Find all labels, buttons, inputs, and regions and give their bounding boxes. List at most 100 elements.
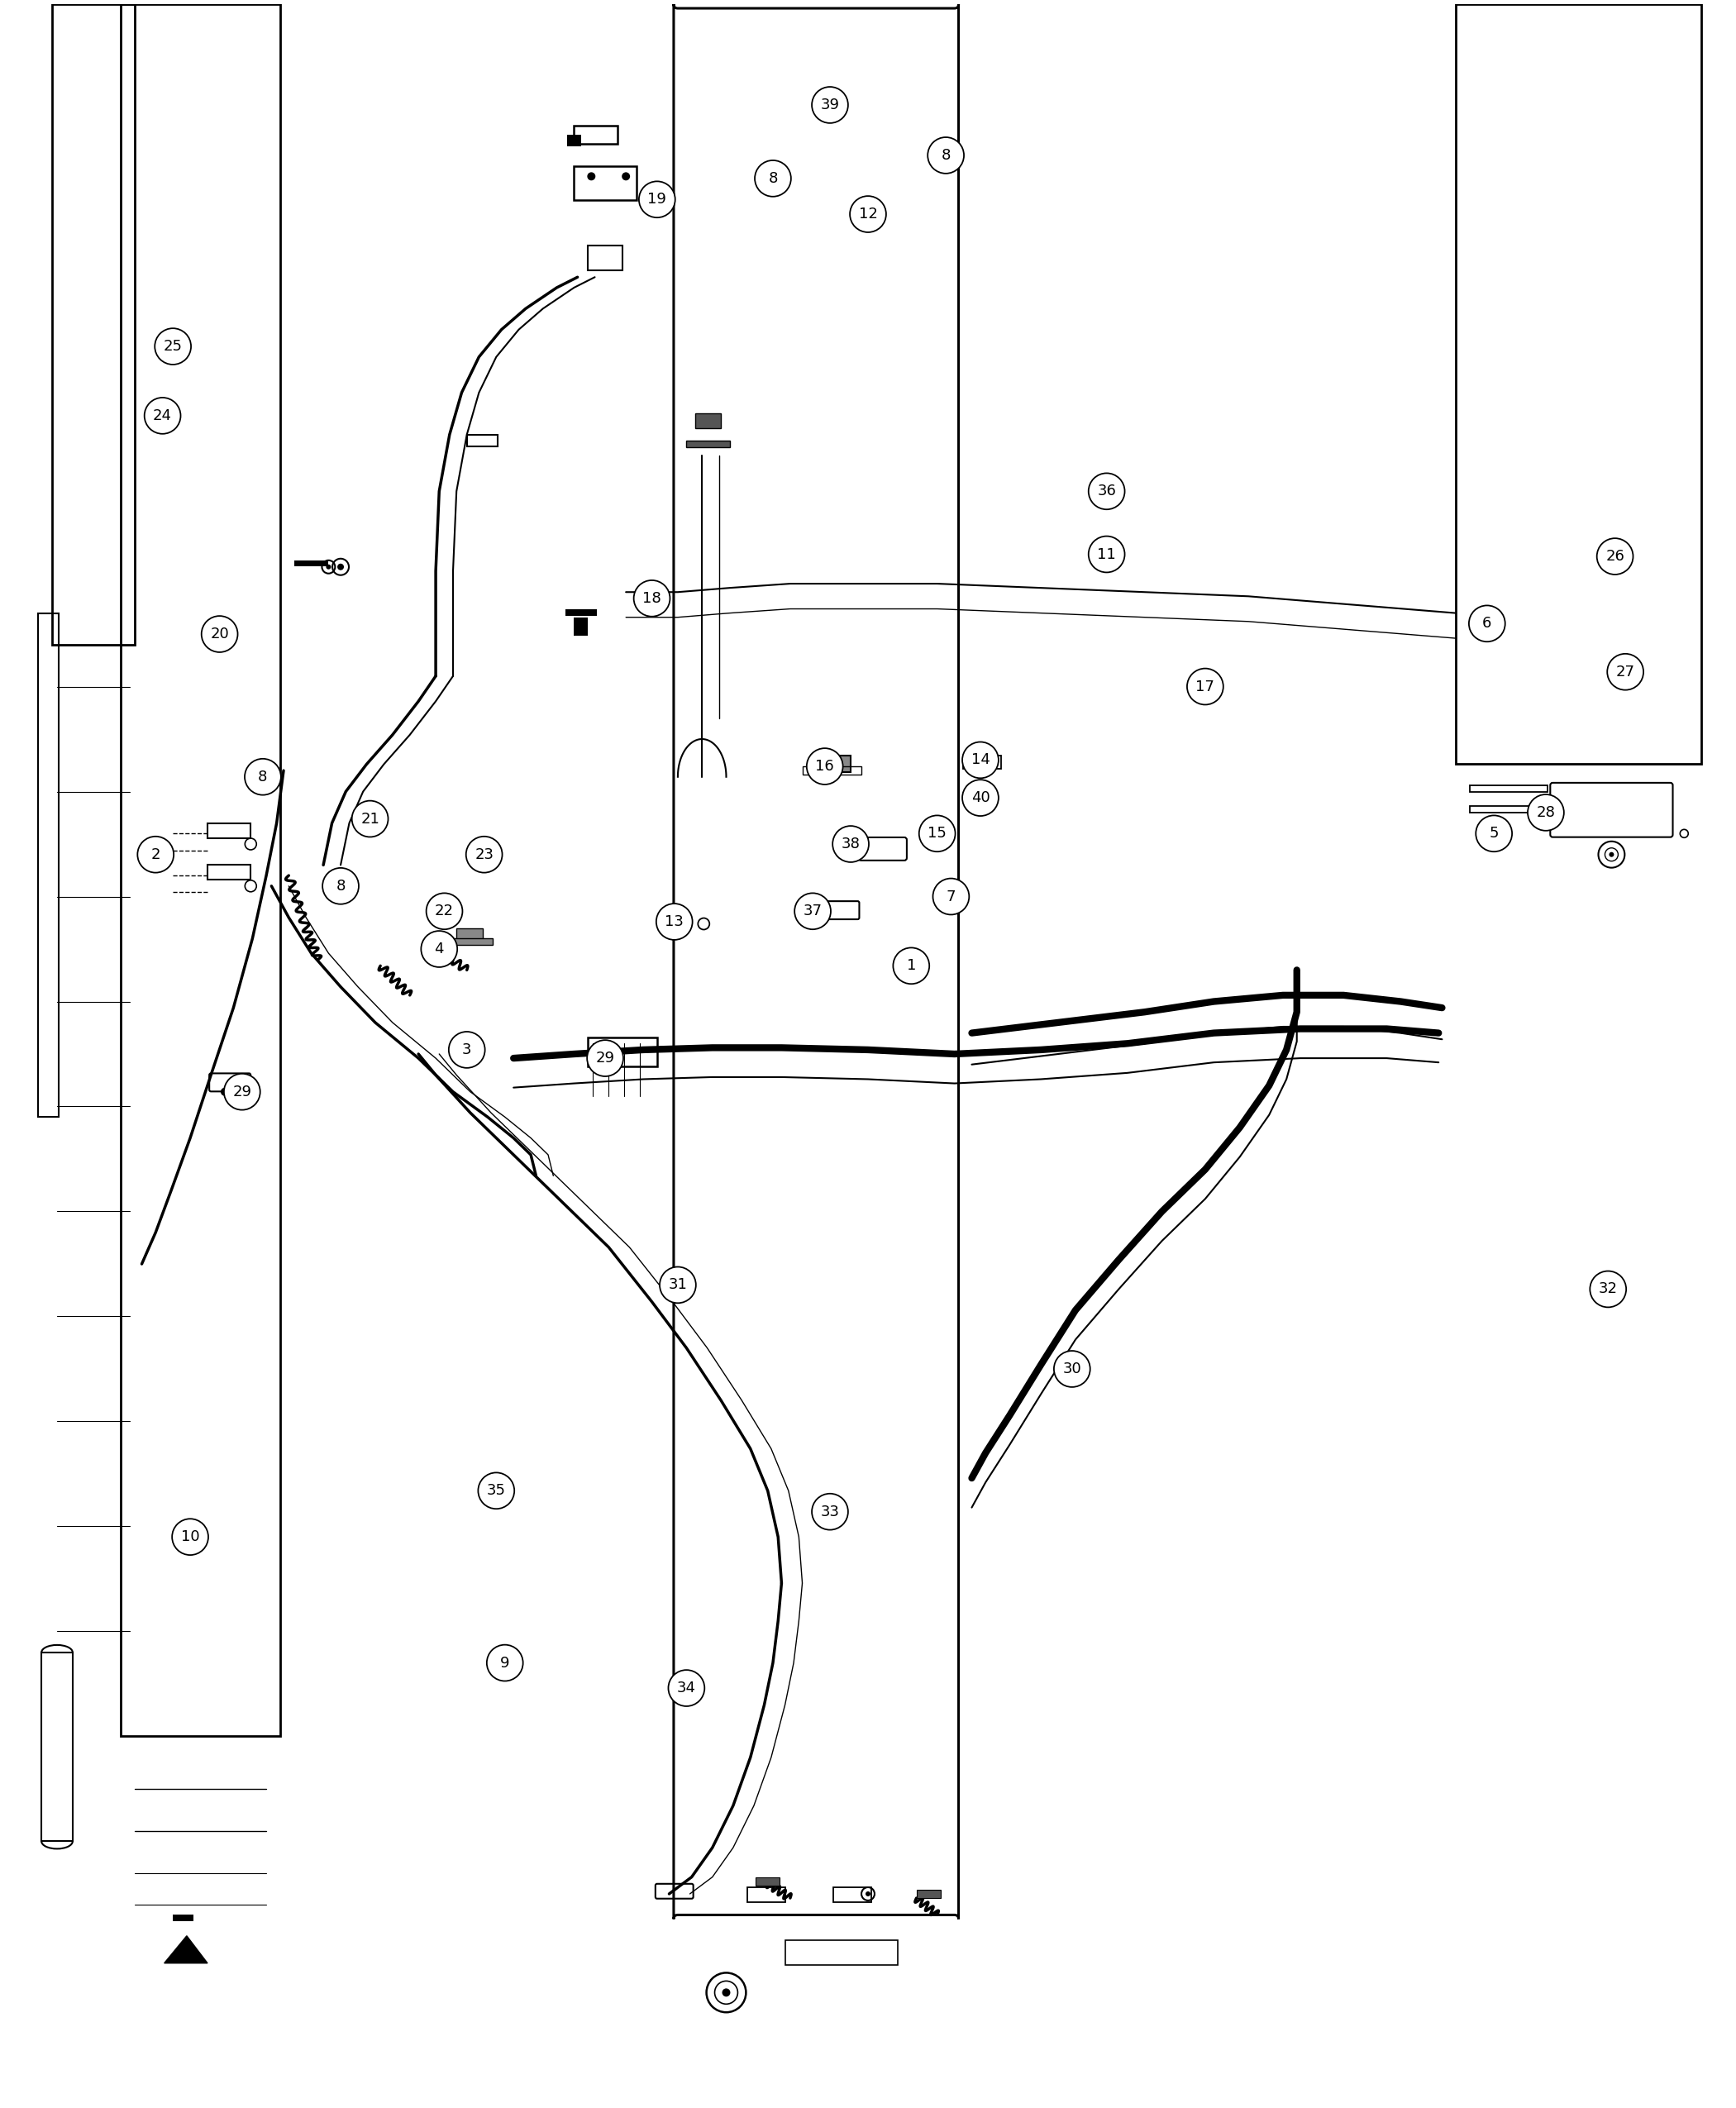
Circle shape (755, 160, 792, 196)
Circle shape (201, 616, 238, 651)
Circle shape (1609, 852, 1614, 858)
Circle shape (352, 801, 389, 837)
Circle shape (660, 1267, 696, 1303)
Circle shape (851, 196, 885, 232)
Circle shape (1054, 1351, 1090, 1387)
Circle shape (807, 748, 844, 784)
Circle shape (812, 86, 849, 122)
Bar (755, 1876, 779, 1885)
Text: 9: 9 (500, 1655, 510, 1670)
Bar (52, 4, 135, 645)
Circle shape (427, 894, 462, 930)
Text: 14: 14 (970, 753, 990, 767)
Circle shape (722, 1988, 731, 1996)
Circle shape (668, 1670, 705, 1705)
Circle shape (587, 1039, 623, 1077)
Bar (963, 757, 1002, 769)
Text: 21: 21 (361, 812, 380, 826)
Bar (575, 618, 589, 635)
Circle shape (1469, 605, 1505, 641)
Text: 22: 22 (434, 904, 453, 919)
Bar (208, 864, 250, 879)
Bar (833, 1887, 871, 1901)
Text: 25: 25 (163, 339, 182, 354)
Text: 29: 29 (233, 1084, 252, 1098)
Bar (802, 767, 861, 774)
Text: 27: 27 (1616, 664, 1635, 679)
Text: 39: 39 (821, 97, 840, 112)
Text: 31: 31 (668, 1277, 687, 1292)
Circle shape (962, 742, 998, 778)
Text: 8: 8 (337, 879, 345, 894)
Bar (785, 1939, 898, 1965)
Circle shape (1088, 472, 1125, 510)
Text: 5: 5 (1489, 826, 1498, 841)
Circle shape (477, 1473, 514, 1509)
Circle shape (587, 173, 595, 181)
Text: 26: 26 (1606, 548, 1625, 563)
Circle shape (224, 1073, 260, 1111)
Bar (694, 413, 720, 428)
Circle shape (1187, 668, 1224, 704)
Text: 20: 20 (210, 626, 229, 641)
Circle shape (634, 580, 670, 616)
Bar (208, 822, 250, 837)
Text: 33: 33 (821, 1505, 840, 1520)
Circle shape (927, 137, 963, 173)
Text: 17: 17 (1196, 679, 1215, 694)
Text: 38: 38 (842, 837, 859, 852)
Text: 32: 32 (1599, 1282, 1618, 1296)
Bar (467, 434, 498, 447)
Text: 37: 37 (804, 904, 823, 919)
Circle shape (465, 837, 502, 873)
Bar (122, 4, 279, 1737)
Circle shape (621, 173, 630, 181)
Circle shape (422, 932, 457, 968)
Text: 2: 2 (151, 847, 160, 862)
Circle shape (639, 181, 675, 217)
Circle shape (932, 879, 969, 915)
Circle shape (1472, 626, 1481, 635)
Circle shape (1212, 691, 1217, 696)
Text: 28: 28 (1536, 805, 1555, 820)
Circle shape (1088, 535, 1125, 573)
Circle shape (323, 868, 359, 904)
Text: 10: 10 (181, 1530, 200, 1545)
Circle shape (337, 563, 344, 569)
Circle shape (448, 1031, 484, 1069)
Bar (566, 609, 597, 616)
Text: 4: 4 (434, 942, 444, 957)
Bar (917, 1889, 941, 1897)
Bar (1470, 805, 1547, 814)
Circle shape (1597, 538, 1634, 575)
Circle shape (1608, 653, 1644, 689)
Text: 1: 1 (906, 959, 917, 974)
Text: 23: 23 (474, 847, 493, 862)
Bar (575, 126, 618, 143)
Text: 16: 16 (816, 759, 835, 774)
Circle shape (1528, 795, 1564, 831)
Circle shape (812, 1495, 849, 1530)
Circle shape (1590, 1271, 1627, 1307)
Text: 13: 13 (665, 915, 684, 930)
Bar (1457, 4, 1701, 765)
Circle shape (892, 949, 929, 984)
Circle shape (326, 565, 332, 569)
Circle shape (656, 904, 693, 940)
Text: 12: 12 (859, 207, 877, 221)
Bar (746, 1887, 785, 1901)
Text: 3: 3 (462, 1041, 472, 1058)
Text: 30: 30 (1062, 1362, 1082, 1377)
Bar (42, 1653, 73, 1842)
Circle shape (1476, 816, 1512, 852)
Circle shape (144, 398, 181, 434)
Bar (589, 247, 623, 270)
Circle shape (172, 1518, 208, 1556)
Bar (575, 167, 637, 200)
Text: 35: 35 (486, 1484, 505, 1499)
Circle shape (486, 1644, 523, 1680)
Circle shape (918, 816, 955, 852)
Text: 19: 19 (648, 192, 667, 207)
Text: 36: 36 (1097, 485, 1116, 500)
Text: 29: 29 (595, 1050, 615, 1067)
